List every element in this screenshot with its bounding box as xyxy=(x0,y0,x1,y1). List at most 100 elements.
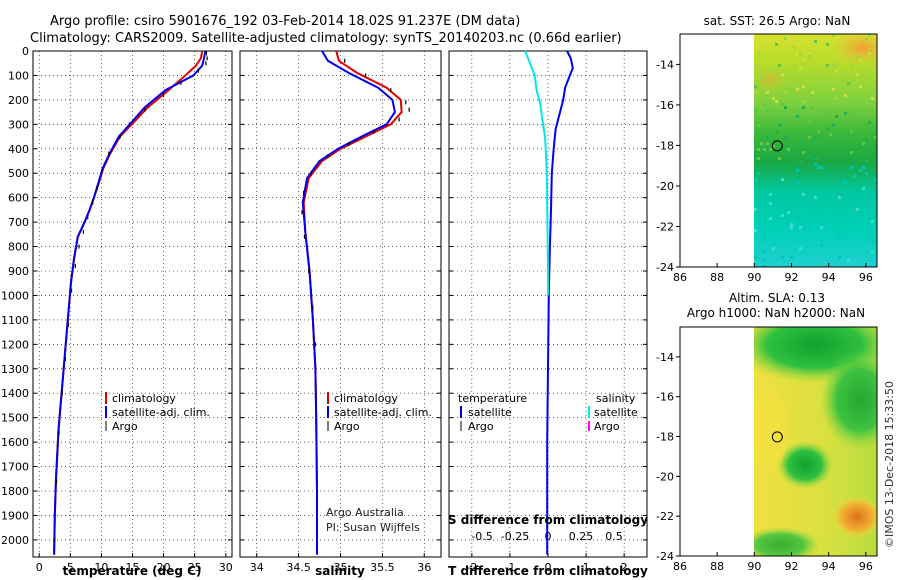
sst-pixel xyxy=(820,37,823,40)
x-tick-label: 10 xyxy=(94,561,108,574)
sst-pixel xyxy=(775,130,778,133)
x-tick-label: 15 xyxy=(126,561,140,574)
map-lon-label: 94 xyxy=(822,560,836,573)
sst-pixel xyxy=(757,157,760,160)
sst-pixel xyxy=(874,178,877,181)
sst-pixel xyxy=(871,220,874,223)
x-tick-label: 2 xyxy=(621,561,628,574)
sst-pixel xyxy=(865,160,868,163)
s-difference-tick-label: -0.25 xyxy=(501,530,529,543)
map-lat-label: -22 xyxy=(656,220,674,233)
map-lon-label: 90 xyxy=(747,560,761,573)
depth-tick-label: 1000 xyxy=(1,289,29,302)
temperature-grid xyxy=(33,50,232,557)
sst-pixel xyxy=(868,34,871,37)
depth-tick-label: 1900 xyxy=(1,509,29,522)
sla-heatmap xyxy=(754,327,877,556)
sst-pixel xyxy=(832,124,835,127)
sst-pixel xyxy=(844,181,847,184)
sst-pixel xyxy=(808,211,811,214)
sst-pixel xyxy=(850,151,853,154)
sst-pixel xyxy=(832,34,835,37)
sst-pixel xyxy=(808,136,811,139)
sst-pixel xyxy=(817,88,820,91)
depth-tick-label: 300 xyxy=(8,118,29,131)
sst-pixel xyxy=(778,64,781,67)
depth-tick-label: 0 xyxy=(22,45,29,58)
sst-pixel xyxy=(826,64,829,67)
sst-pixel xyxy=(802,58,805,61)
sst-pixel xyxy=(871,241,874,244)
map-lat-label: -20 xyxy=(656,180,674,193)
sst-warm-patch xyxy=(754,66,788,94)
sst-pixel xyxy=(808,154,811,157)
sst-pixel xyxy=(868,52,871,55)
sst-pixel xyxy=(775,43,778,46)
difference-series xyxy=(524,50,574,555)
sst-pixel xyxy=(796,88,799,91)
map-lon-label: 88 xyxy=(710,271,724,284)
x-tick-label: 5 xyxy=(67,561,74,574)
sst-map-panel: sat. SST: 26.5 Argo: NaN 86 88 90 92 94 96 -1… xyxy=(656,14,878,284)
legend-label-t-argo: Argo xyxy=(468,420,494,433)
sst-pixel xyxy=(835,97,838,100)
sla-map-title-line1: Altim. SLA: 0.13 xyxy=(729,291,825,305)
map-lon-label: 90 xyxy=(747,271,761,284)
sst-pixel xyxy=(871,238,874,241)
sst-pixel xyxy=(787,211,790,214)
depth-tick-label: 800 xyxy=(8,241,29,254)
depth-tick-label: 400 xyxy=(8,143,29,156)
sst-pixel xyxy=(766,142,769,145)
sst-pixel xyxy=(763,148,766,151)
map-lat-label: -18 xyxy=(656,139,674,152)
sst-pixel xyxy=(799,247,802,250)
sst-pixel xyxy=(859,85,862,88)
sst-pixel xyxy=(772,247,775,250)
sst-pixel xyxy=(763,250,766,253)
legend-label-t-satellite: satellite xyxy=(468,406,512,419)
x-tick-label: -1 xyxy=(504,561,515,574)
depth-tick-label: 200 xyxy=(8,94,29,107)
sst-pixel xyxy=(754,178,757,181)
sst-pixel xyxy=(820,109,823,112)
sst-pixel xyxy=(790,226,793,229)
x-tick-label: 1 xyxy=(583,561,590,574)
sst-pixel xyxy=(838,211,841,214)
legend-label-s-argo: Argo xyxy=(594,420,620,433)
sst-pixel xyxy=(850,199,853,202)
legend-label-climatology: climatology xyxy=(112,392,176,405)
sst-pixel xyxy=(781,73,784,76)
credit-line2: PI: Susan Wijffels xyxy=(326,521,420,534)
sst-pixel xyxy=(850,166,853,169)
sla-low-region xyxy=(754,390,788,470)
map-lon-label: 88 xyxy=(710,560,724,573)
map-lon-label: 96 xyxy=(859,271,873,284)
sst-pixel xyxy=(790,256,793,259)
sst-pixel xyxy=(850,64,853,67)
sst-pixel xyxy=(811,91,814,94)
sst-pixel xyxy=(757,124,760,127)
sst-pixel xyxy=(766,136,769,139)
sst-map-frame xyxy=(679,33,878,268)
map-lon-label: 86 xyxy=(673,560,687,573)
sst-pixel xyxy=(802,100,805,103)
sst-pixel xyxy=(808,55,811,58)
sst-pixel xyxy=(802,151,805,154)
map-lat-label: -24 xyxy=(656,550,674,563)
sst-pixel xyxy=(835,70,838,73)
s-difference-x-label: S difference from climatology xyxy=(448,513,648,527)
map-lat-label: -24 xyxy=(656,261,674,274)
sst-pixel xyxy=(766,91,769,94)
map-lat-label: -22 xyxy=(656,510,674,523)
sst-pixel xyxy=(859,169,862,172)
depth-tick-label: 1700 xyxy=(1,461,29,474)
sst-pixel xyxy=(871,97,874,100)
map-lat-label: -16 xyxy=(656,391,674,404)
sst-pixel xyxy=(874,136,877,139)
sst-pixel xyxy=(820,166,823,169)
sst-pixel xyxy=(781,70,784,73)
map-lat-label: -14 xyxy=(656,351,674,364)
x-tick-label: 34.5 xyxy=(286,561,311,574)
sst-pixel xyxy=(832,64,835,67)
sst-pixel xyxy=(856,73,859,76)
